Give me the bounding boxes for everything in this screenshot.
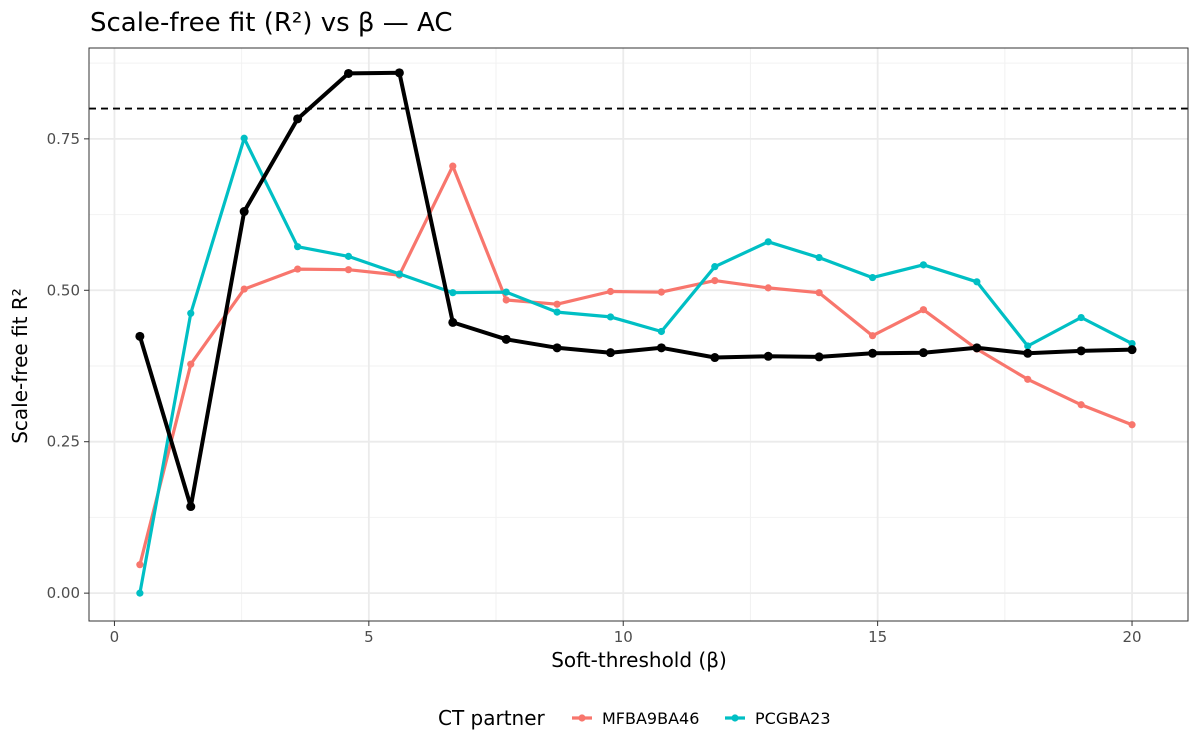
series-pcgba23-point: [240, 134, 248, 142]
reference-series-point: [1076, 346, 1086, 356]
series-pcgba23-point: [502, 288, 510, 296]
y-axis-title: Scale-free fit R²: [8, 288, 32, 444]
series-mfba9ba46-point: [294, 265, 302, 273]
reference-series-point: [710, 353, 720, 363]
series-pcgba23-point: [606, 313, 615, 321]
x-tick-label: 15: [868, 628, 887, 646]
legend-key-point: [578, 714, 586, 722]
x-tick-label: 5: [364, 628, 374, 646]
reference-series-point: [868, 348, 878, 358]
series-mfba9ba46-point: [1077, 401, 1085, 409]
x-axis-title: Soft-threshold (β): [551, 648, 727, 672]
reference-series-point: [1023, 348, 1033, 358]
series-mfba9ba46-point: [553, 300, 561, 308]
series-pcgba23-line: [138, 136, 1134, 595]
series-layer: [135, 68, 1137, 597]
reference-series-point: [606, 348, 616, 358]
series-mfba9ba46-point: [344, 266, 353, 274]
series-mfba9ba46-point: [815, 289, 823, 297]
series-pcgba23-point: [657, 327, 665, 336]
panel-border: [88, 47, 1189, 622]
series-pcgba23-point: [764, 238, 772, 246]
panel-background: [89, 48, 1188, 621]
reference-series-point: [448, 317, 458, 327]
series-mfba9ba46-point: [187, 360, 195, 368]
series-pcgba23-point: [449, 289, 457, 297]
reference-series-point: [972, 343, 982, 353]
legend-title: CT partner: [438, 706, 546, 730]
series-pcgba23-point: [973, 278, 981, 286]
series-pcgba23-point: [294, 243, 302, 251]
grid-minor: [89, 48, 1188, 621]
series-mfba9ba46-point: [136, 561, 144, 569]
series-mfba9ba46-point: [606, 287, 615, 296]
series-pcgba23-point: [919, 261, 928, 269]
series-pcgba23-point: [187, 309, 195, 317]
reference-series-point: [343, 68, 353, 78]
series-mfba9ba46-point: [240, 285, 248, 293]
series-pcgba23-point: [1024, 342, 1032, 350]
reference-series-line: [137, 70, 1134, 509]
reference-series-point: [763, 351, 773, 361]
series-mfba9ba46-point: [868, 332, 877, 340]
series-mfba9ba46-point: [1024, 375, 1032, 383]
series-pcgba23-point: [136, 589, 144, 597]
series-pcgba23-point: [868, 273, 877, 282]
reference-series: [135, 68, 1137, 512]
legend-key-point: [731, 714, 739, 722]
series-mfba9ba46-line: [138, 164, 1134, 567]
reference-series-point: [918, 348, 928, 358]
reference-series-point: [186, 502, 196, 512]
reference-series-point: [394, 68, 404, 78]
series-pcgba23-point: [1077, 313, 1085, 322]
series-mfba9ba46-point: [449, 162, 457, 170]
chart-title: Scale-free fit (R²) vs β — AC: [90, 8, 453, 38]
series-mfba9ba46-point: [764, 284, 772, 292]
legend-label: PCGBA23: [755, 709, 831, 728]
legend: CT partner MFBA9BA46 PCGBA23: [438, 706, 831, 730]
series-mfba9ba46-point: [1128, 421, 1136, 429]
legend-item-mfba9ba46: MFBA9BA46: [572, 709, 699, 728]
y-tick-label: 0.25: [47, 433, 80, 451]
series-pcgba23-point: [1128, 339, 1136, 348]
series-mfba9ba46-point: [657, 288, 665, 296]
legend-item-pcgba23: PCGBA23: [725, 709, 831, 728]
legend-items: MFBA9BA46 PCGBA23: [572, 709, 831, 728]
reference-series-point: [501, 334, 511, 344]
reference-series-point: [135, 331, 145, 341]
legend-label: MFBA9BA46: [602, 709, 699, 728]
reference-series-point: [1127, 345, 1137, 355]
series-pcgba23-point: [815, 253, 823, 262]
series-mfba9ba46-point: [919, 306, 928, 314]
series-mfba9ba46-point: [502, 296, 510, 304]
y-axis: 0.00 0.25 0.50 0.75: [47, 130, 89, 602]
reference-series-point: [239, 207, 249, 217]
x-axis: 0 5 10 15 20: [110, 621, 1142, 646]
y-tick-label: 0.75: [47, 130, 80, 148]
reference-series-point: [293, 114, 303, 124]
series-pcgba23: [136, 134, 1136, 597]
reference-series-point: [552, 343, 562, 353]
y-tick-label: 0.00: [47, 584, 80, 602]
y-tick-label: 0.50: [47, 281, 80, 299]
reference-series-point: [814, 352, 824, 362]
grid-major: [89, 48, 1188, 621]
reference-series-point: [656, 343, 666, 353]
series-mfba9ba46-point: [711, 276, 719, 285]
plot-panel: [88, 47, 1189, 622]
series-pcgba23-point: [711, 263, 719, 271]
series-pcgba23-point: [553, 308, 561, 316]
series-pcgba23-point: [344, 252, 353, 260]
x-tick-label: 0: [110, 628, 120, 646]
series-pcgba23-point: [395, 270, 403, 278]
x-tick-label: 20: [1122, 628, 1141, 646]
x-tick-label: 10: [614, 628, 633, 646]
